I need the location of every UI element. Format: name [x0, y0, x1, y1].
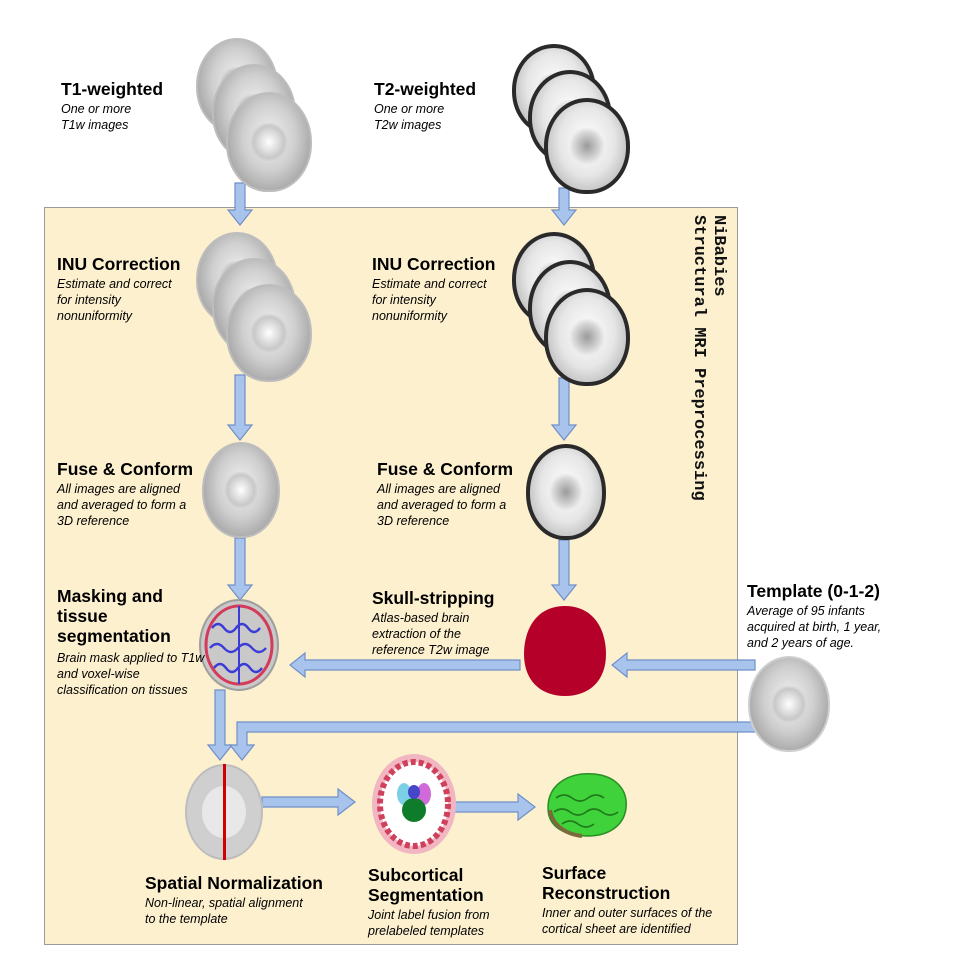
arrow-t2fuse-to-skull — [550, 539, 578, 601]
masking-title: Masking and tissue segmentation — [57, 586, 171, 646]
subcortical-segmentation-brain — [372, 754, 456, 854]
surface-desc: Inner and outer surfaces of the cortical… — [542, 906, 713, 936]
arrow-t2inu-to-fuse — [550, 377, 578, 441]
template-desc: Average of 95 infants acquired at birth,… — [747, 604, 882, 650]
t2-fused-brain — [526, 444, 606, 540]
template-brain — [748, 656, 830, 752]
segmentation-brain — [199, 599, 279, 691]
inu-t2-desc: Estimate and correct for intensity nonun… — [372, 277, 487, 323]
t1-fused-brain — [202, 442, 280, 538]
t2-inu-brain-3 — [544, 288, 630, 386]
arrow-spatial-to-subcortical — [261, 787, 356, 817]
template-label: Template (0-1-2) Average of 95 infants a… — [747, 581, 907, 651]
fuse-t1-label: Fuse & Conform All images are aligned an… — [57, 459, 197, 529]
t1-title: T1-weighted — [61, 79, 164, 99]
template-title: Template (0-1-2) — [747, 581, 880, 601]
brain-mask — [524, 606, 606, 696]
spatial-label: Spatial Normalization Non-linear, spatia… — [145, 873, 355, 927]
fuse-t1-title: Fuse & Conform — [57, 459, 194, 479]
t1-inu-brain-3 — [226, 284, 312, 382]
fuse-t2-desc: All images are aligned and averaged to f… — [377, 482, 507, 528]
masking-label: Masking and tissue segmentation Brain ma… — [57, 586, 207, 698]
panel-title: NiBabies Structural MRI Preprocessing — [689, 215, 728, 501]
subcortical-desc: Joint label fusion from prelabeled templ… — [368, 908, 490, 938]
t2-input-label: T2-weighted One or more T2w images — [374, 79, 504, 133]
fuse-t2-title: Fuse & Conform — [377, 459, 514, 479]
inu-t1-label: INU Correction Estimate and correct for … — [57, 254, 197, 324]
t1-desc: One or more T1w images — [61, 102, 132, 132]
fuse-t2-label: Fuse & Conform All images are aligned an… — [377, 459, 517, 529]
spatial-normalization-brain — [185, 764, 263, 860]
t2-input-brain-3 — [544, 98, 630, 194]
arrow-t1inu-to-fuse — [226, 374, 254, 441]
inu-t1-title: INU Correction — [57, 254, 181, 274]
arrow-t1-to-inu — [226, 182, 254, 226]
inu-t2-title: INU Correction — [372, 254, 496, 274]
skull-title: Skull-stripping — [372, 588, 495, 608]
inu-t1-desc: Estimate and correct for intensity nonun… — [57, 277, 172, 323]
t1-input-label: T1-weighted One or more T1w images — [61, 79, 191, 133]
subcortical-label: Subcortical Segmentation Joint label fus… — [368, 865, 518, 939]
t2-desc: One or more T2w images — [374, 102, 445, 132]
t2-title: T2-weighted — [374, 79, 477, 99]
arrow-template-to-skull — [611, 651, 756, 679]
surface-reconstruction-brain — [547, 773, 627, 838]
t1-input-brain-3 — [226, 92, 312, 192]
surface-label: Surface Reconstruction Inner and outer s… — [542, 863, 732, 937]
arrow-skull-to-mask — [289, 651, 521, 679]
subcortical-title: Subcortical Segmentation — [368, 865, 484, 905]
arrow-t2-to-inu — [550, 187, 578, 226]
spatial-title: Spatial Normalization — [145, 873, 323, 893]
fuse-t1-desc: All images are aligned and averaged to f… — [57, 482, 187, 528]
surface-title: Surface Reconstruction — [542, 863, 671, 903]
masking-desc: Brain mask applied to T1w and voxel-wise… — [57, 651, 205, 697]
arrow-t1fuse-to-mask — [226, 537, 254, 601]
spatial-desc: Non-linear, spatial alignment to the tem… — [145, 896, 303, 926]
skull-desc: Atlas-based brain extraction of the refe… — [372, 611, 490, 657]
skull-label: Skull-stripping Atlas-based brain extrac… — [372, 588, 512, 658]
arrow-template-to-spatial — [228, 721, 759, 761]
arrow-subcortical-to-surface — [449, 792, 536, 822]
inu-t2-label: INU Correction Estimate and correct for … — [372, 254, 512, 324]
arrow-mask-to-spatial — [206, 689, 234, 761]
